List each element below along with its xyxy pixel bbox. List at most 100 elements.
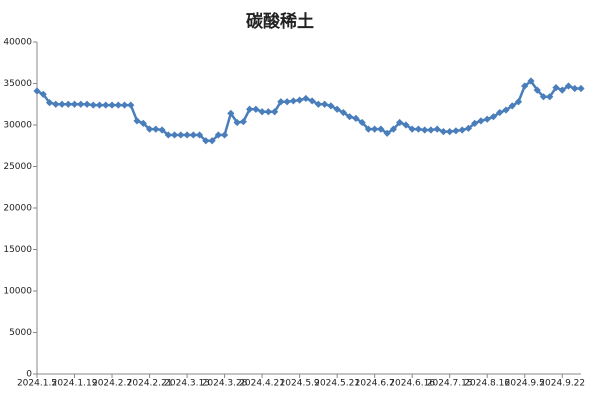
point-marker xyxy=(483,115,491,123)
x-tick-label: 2024.5.21 xyxy=(314,379,360,389)
point-marker xyxy=(208,137,216,145)
point-marker xyxy=(546,93,554,101)
point-marker xyxy=(108,101,116,109)
point-marker xyxy=(364,125,373,133)
point-marker xyxy=(396,118,404,127)
point-marker xyxy=(177,131,185,139)
point-marker xyxy=(327,102,335,110)
x-tick-label: 2024.3.13 xyxy=(164,379,210,389)
point-marker xyxy=(577,84,585,93)
x-tick-label: 2024.7.15 xyxy=(427,379,473,389)
point-marker xyxy=(314,100,322,108)
point-marker xyxy=(64,100,72,108)
point-marker xyxy=(102,101,110,109)
point-marker xyxy=(514,98,523,106)
point-marker xyxy=(414,125,423,133)
point-marker xyxy=(383,129,391,137)
x-tick-label: 2024.4.21 xyxy=(239,379,285,389)
point-marker xyxy=(439,128,448,136)
point-marker xyxy=(558,86,566,94)
x-tick-label: 2024.5.9 xyxy=(280,379,320,389)
x-tick-label: 2024.1.19 xyxy=(52,379,98,389)
point-marker xyxy=(471,119,479,127)
point-marker xyxy=(302,94,310,103)
point-marker xyxy=(402,121,410,129)
point-marker xyxy=(45,98,54,107)
y-tick-label: 40000 xyxy=(3,38,32,48)
point-marker xyxy=(77,100,85,108)
point-marker xyxy=(127,101,135,109)
point-marker xyxy=(170,131,179,139)
point-marker xyxy=(264,108,272,116)
point-marker xyxy=(139,119,147,127)
point-marker xyxy=(389,125,398,133)
x-tick-label: 2024.9.5 xyxy=(505,379,545,389)
point-marker xyxy=(164,131,172,139)
point-marker xyxy=(220,131,229,139)
x-tick-label: 2024.1.5 xyxy=(17,379,57,389)
point-marker xyxy=(502,106,510,114)
point-marker xyxy=(339,108,347,117)
point-marker xyxy=(258,108,266,116)
point-marker xyxy=(346,113,354,121)
point-marker xyxy=(83,100,91,108)
y-tick-label: 25000 xyxy=(3,162,32,172)
point-marker xyxy=(352,114,360,122)
point-marker xyxy=(252,105,260,113)
point-marker xyxy=(496,108,504,117)
point-marker xyxy=(433,125,441,133)
point-marker xyxy=(571,84,579,93)
point-marker xyxy=(289,97,297,105)
point-marker xyxy=(508,102,516,110)
point-marker xyxy=(408,125,416,133)
point-marker xyxy=(33,87,41,95)
point-marker xyxy=(233,118,241,127)
point-marker xyxy=(333,105,341,113)
point-marker xyxy=(308,97,316,105)
point-marker xyxy=(52,100,60,108)
point-marker xyxy=(39,90,47,98)
point-marker xyxy=(133,117,141,125)
point-marker xyxy=(214,131,222,139)
point-marker xyxy=(58,100,66,108)
point-marker xyxy=(277,98,285,106)
x-tick-label: 2024.6.16 xyxy=(389,379,435,389)
x-tick-label: 2024.3.28 xyxy=(202,379,248,389)
point-marker xyxy=(283,98,291,106)
x-tick-label: 2024.8.16 xyxy=(464,379,510,389)
point-marker xyxy=(89,101,97,109)
point-marker xyxy=(527,77,535,85)
x-tick-label: 2024.2.7 xyxy=(92,379,132,389)
x-tick-label: 2024.6.7 xyxy=(355,379,395,389)
y-tick-label: 35000 xyxy=(3,79,32,89)
y-tick-label: 0 xyxy=(26,370,32,380)
point-marker xyxy=(321,100,329,108)
point-marker xyxy=(120,101,129,109)
point-marker xyxy=(183,131,191,139)
point-marker xyxy=(533,86,541,94)
point-marker xyxy=(477,117,485,125)
point-marker xyxy=(70,100,79,108)
point-marker xyxy=(145,125,154,133)
point-marker xyxy=(271,108,279,116)
point-marker xyxy=(239,118,247,126)
x-tick-label: 2024.9.22 xyxy=(539,379,585,389)
x-tick-label: 2024.2.21 xyxy=(127,379,173,389)
point-marker xyxy=(371,125,379,133)
point-marker xyxy=(427,126,435,134)
point-marker xyxy=(245,105,254,113)
point-marker xyxy=(446,128,454,136)
point-marker xyxy=(114,101,122,109)
y-tick-label: 10000 xyxy=(3,287,32,297)
point-marker xyxy=(564,82,573,90)
point-marker xyxy=(521,82,529,90)
point-marker xyxy=(552,84,560,92)
point-marker xyxy=(152,125,160,133)
point-marker xyxy=(458,126,466,134)
point-marker xyxy=(421,126,429,134)
point-marker xyxy=(189,131,197,139)
point-marker xyxy=(158,126,166,134)
point-marker xyxy=(539,93,548,101)
point-marker xyxy=(227,109,235,117)
